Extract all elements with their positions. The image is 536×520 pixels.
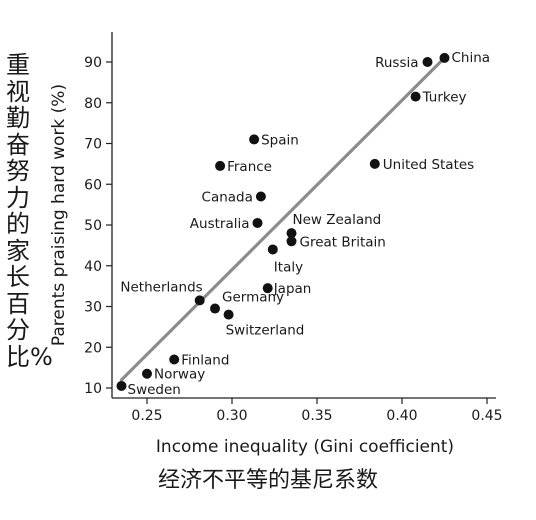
scatter-chart: 10 20 30 40 50 60 70 80 90 0.25 0.30 0.35 0.40 0.45 In… xyxy=(49,32,503,457)
point-label-finland: Finland xyxy=(181,352,229,368)
data-point-united-states xyxy=(369,158,380,169)
data-point-switzerland xyxy=(223,309,234,320)
x-tick-label: 0.35 xyxy=(301,408,332,424)
y-tick-label: 20 xyxy=(84,340,102,356)
data-point-great-britain xyxy=(286,236,297,247)
y-tick-label: 70 xyxy=(84,137,102,153)
point-label-switzerland: Switzerland xyxy=(226,323,305,339)
data-point-norway xyxy=(142,368,152,379)
x-axis-title: Income inequality (Gini coefficient) xyxy=(156,437,454,457)
data-point-france xyxy=(215,160,226,171)
x-tick-label: 0.45 xyxy=(471,408,502,424)
y-axis-title: Parents praising hard work (%) xyxy=(49,84,69,346)
point-label-netherlands: Netherlands xyxy=(120,279,202,295)
data-point-germany xyxy=(210,303,220,314)
y-tick-label: 10 xyxy=(84,381,102,397)
data-point-netherlands xyxy=(194,295,205,306)
data-point-china xyxy=(439,52,450,63)
point-label-united-states: United States xyxy=(383,157,474,173)
point-label-new-zealand: New Zealand xyxy=(293,212,382,228)
trend-line xyxy=(119,56,447,382)
y-tick-label: 80 xyxy=(84,96,102,112)
data-point-sweden xyxy=(116,380,127,391)
x-axis-label-chinese: 经济不平等的基尼系数 xyxy=(157,468,378,493)
data-point-russia xyxy=(422,57,433,67)
y-tick-label: 50 xyxy=(84,218,102,234)
data-point-turkey xyxy=(410,91,421,102)
point-label-great-britain: Great Britain xyxy=(300,234,386,250)
data-point-new-zealand xyxy=(286,228,297,239)
point-label-norway: Norway xyxy=(154,367,205,383)
y-tick-label: 30 xyxy=(84,300,102,316)
x-tick-label: 0.40 xyxy=(386,408,417,424)
data-point-australia xyxy=(252,217,263,228)
point-label-russia: Russia xyxy=(375,55,418,71)
point-label-spain: Spain xyxy=(261,132,299,148)
y-axis-label-chinese: 重视勤奋努力的家长百分比% xyxy=(6,51,53,371)
y-tick-label: 40 xyxy=(84,259,102,275)
data-point-canada xyxy=(255,191,266,202)
data-point-finland xyxy=(169,354,180,365)
x-tick-label: 0.30 xyxy=(216,408,247,424)
point-label-sweden: Sweden xyxy=(128,382,181,398)
data-point-japan xyxy=(262,283,273,294)
point-label-france: France xyxy=(227,159,272,175)
point-label-china: China xyxy=(452,50,491,66)
data-point-italy xyxy=(267,244,278,255)
x-tick-label: 0.25 xyxy=(131,408,162,424)
point-label-canada: Canada xyxy=(202,189,253,205)
data-point-spain xyxy=(249,134,260,145)
point-label-italy: Italy xyxy=(274,259,303,275)
y-tick-label: 90 xyxy=(84,55,102,71)
point-label-germany: Germany xyxy=(222,290,284,306)
point-label-australia: Australia xyxy=(190,216,250,232)
y-tick-label: 60 xyxy=(84,177,102,193)
point-label-japan: Japan xyxy=(273,281,312,297)
point-label-turkey: Turkey xyxy=(422,90,467,106)
